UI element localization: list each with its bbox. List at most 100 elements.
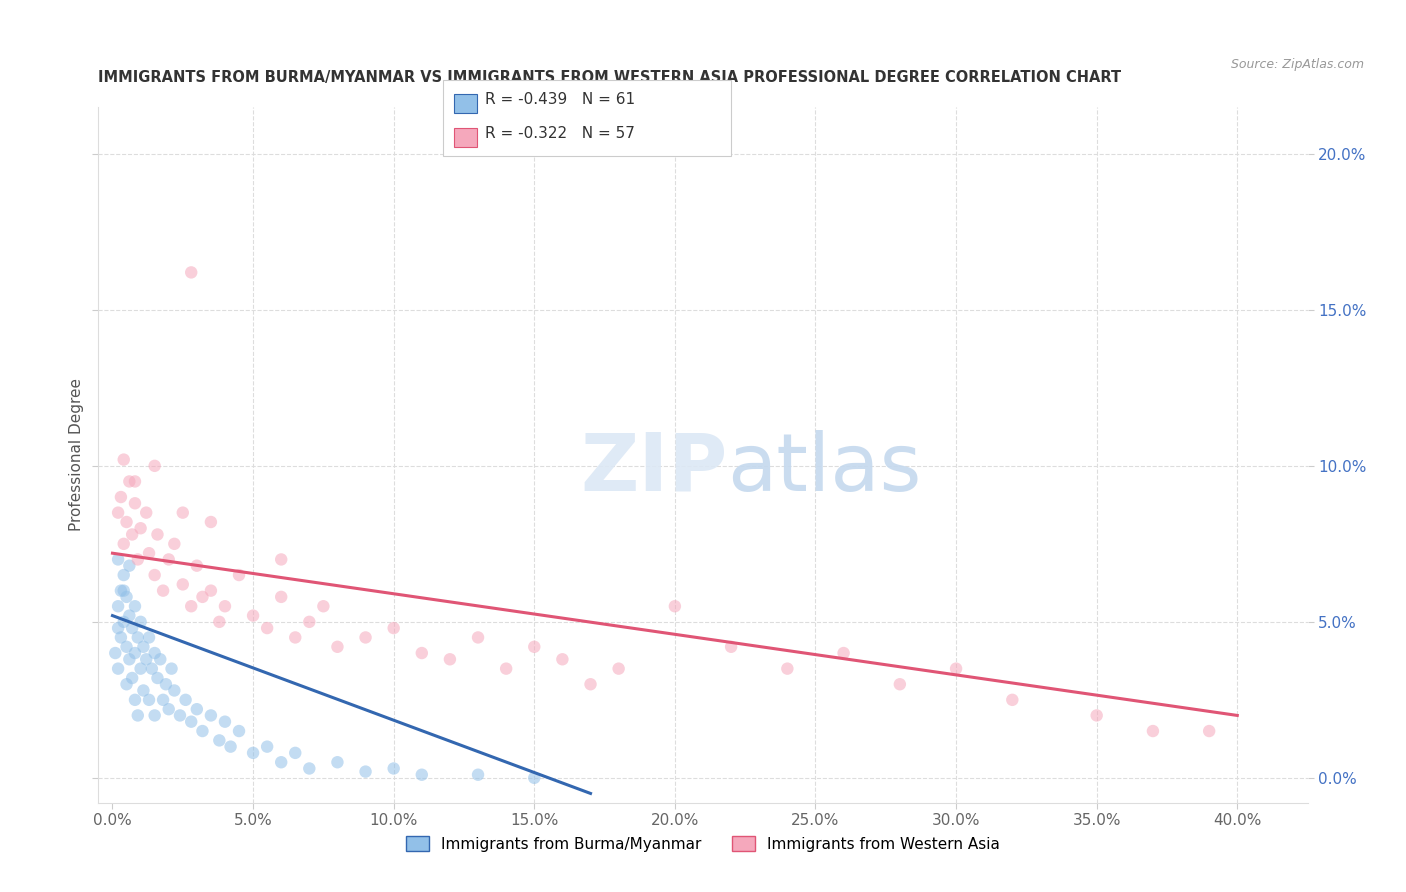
- Point: [551, 652, 574, 666]
- Point: [1085, 708, 1108, 723]
- Point: [214, 714, 236, 729]
- Point: [143, 708, 166, 723]
- Point: [945, 662, 967, 676]
- Point: [143, 458, 166, 473]
- Point: [160, 662, 183, 676]
- Point: [411, 646, 433, 660]
- Point: [110, 490, 132, 504]
- Point: [143, 646, 166, 660]
- Point: [411, 768, 433, 782]
- Point: [180, 265, 202, 279]
- Point: [124, 496, 146, 510]
- Point: [163, 683, 186, 698]
- Point: [157, 702, 180, 716]
- Point: [284, 746, 307, 760]
- Point: [467, 768, 489, 782]
- Point: [135, 652, 157, 666]
- Point: [208, 615, 231, 629]
- Point: [1142, 724, 1164, 739]
- Point: [228, 724, 250, 739]
- Point: [270, 756, 292, 770]
- Point: [208, 733, 231, 747]
- Point: [127, 552, 149, 566]
- Point: [124, 475, 146, 489]
- Point: [141, 662, 163, 676]
- Point: [121, 527, 143, 541]
- Point: [115, 515, 138, 529]
- Point: [467, 631, 489, 645]
- Point: [354, 764, 377, 779]
- Point: [107, 621, 129, 635]
- Text: Source: ZipAtlas.com: Source: ZipAtlas.com: [1230, 58, 1364, 71]
- Point: [186, 558, 208, 573]
- Point: [127, 631, 149, 645]
- Point: [115, 590, 138, 604]
- Point: [115, 640, 138, 654]
- Point: [174, 693, 197, 707]
- Point: [298, 615, 321, 629]
- Point: [107, 599, 129, 614]
- Point: [172, 577, 194, 591]
- Point: [191, 724, 214, 739]
- Point: [132, 640, 155, 654]
- Point: [382, 762, 405, 776]
- Point: [169, 708, 191, 723]
- Point: [312, 599, 335, 614]
- Point: [129, 521, 152, 535]
- Point: [889, 677, 911, 691]
- Point: [124, 599, 146, 614]
- Point: [118, 475, 141, 489]
- Point: [118, 608, 141, 623]
- Point: [172, 506, 194, 520]
- Point: [180, 599, 202, 614]
- Point: [104, 646, 127, 660]
- Point: [214, 599, 236, 614]
- Point: [1001, 693, 1024, 707]
- Text: IMMIGRANTS FROM BURMA/MYANMAR VS IMMIGRANTS FROM WESTERN ASIA PROFESSIONAL DEGRE: IMMIGRANTS FROM BURMA/MYANMAR VS IMMIGRA…: [98, 70, 1122, 85]
- Point: [495, 662, 517, 676]
- Point: [200, 708, 222, 723]
- Text: atlas: atlas: [727, 430, 921, 508]
- Point: [284, 631, 307, 645]
- Point: [720, 640, 742, 654]
- Point: [107, 506, 129, 520]
- Point: [112, 537, 135, 551]
- Point: [163, 537, 186, 551]
- Point: [121, 671, 143, 685]
- Point: [191, 590, 214, 604]
- Point: [242, 746, 264, 760]
- Point: [242, 608, 264, 623]
- Point: [607, 662, 630, 676]
- Point: [124, 693, 146, 707]
- Point: [124, 646, 146, 660]
- Point: [270, 590, 292, 604]
- Point: [110, 631, 132, 645]
- Text: R = -0.322   N = 57: R = -0.322 N = 57: [485, 126, 636, 141]
- Point: [112, 615, 135, 629]
- Point: [523, 771, 546, 785]
- Point: [110, 583, 132, 598]
- Point: [127, 708, 149, 723]
- Point: [664, 599, 686, 614]
- Point: [832, 646, 855, 660]
- Point: [186, 702, 208, 716]
- Point: [152, 583, 174, 598]
- Point: [146, 527, 169, 541]
- Point: [149, 652, 172, 666]
- Point: [157, 552, 180, 566]
- Point: [523, 640, 546, 654]
- Text: ZIP: ZIP: [579, 430, 727, 508]
- Y-axis label: Professional Degree: Professional Degree: [69, 378, 84, 532]
- Point: [135, 506, 157, 520]
- Point: [439, 652, 461, 666]
- Point: [180, 714, 202, 729]
- Point: [146, 671, 169, 685]
- Point: [107, 552, 129, 566]
- Point: [138, 546, 160, 560]
- Point: [112, 452, 135, 467]
- Text: R = -0.439   N = 61: R = -0.439 N = 61: [485, 92, 636, 107]
- Point: [129, 662, 152, 676]
- Point: [579, 677, 602, 691]
- Point: [228, 568, 250, 582]
- Point: [107, 662, 129, 676]
